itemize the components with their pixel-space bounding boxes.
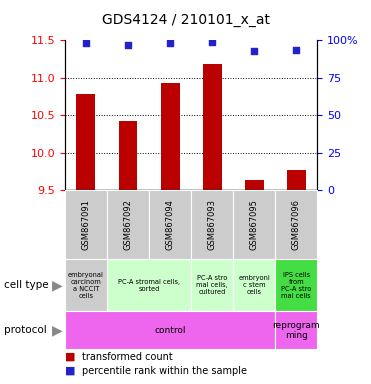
Text: ■: ■ [65, 366, 75, 376]
Point [251, 48, 257, 54]
Text: GSM867096: GSM867096 [292, 199, 301, 250]
Bar [161, 83, 180, 190]
Text: ▶: ▶ [52, 323, 63, 337]
Text: reprogram
ming: reprogram ming [272, 321, 320, 340]
Text: GSM867093: GSM867093 [208, 199, 217, 250]
Text: control: control [154, 326, 186, 335]
Point [293, 47, 299, 53]
Bar [118, 121, 137, 190]
Bar [76, 94, 95, 190]
Text: ■: ■ [65, 352, 75, 362]
Text: cell type: cell type [4, 280, 48, 290]
Text: percentile rank within the sample: percentile rank within the sample [82, 366, 247, 376]
Text: transformed count: transformed count [82, 352, 173, 362]
Text: GSM867095: GSM867095 [250, 199, 259, 250]
Text: PC-A stro
mal cells,
cultured: PC-A stro mal cells, cultured [196, 275, 228, 295]
Text: IPS cells
from
PC-A stro
mal cells: IPS cells from PC-A stro mal cells [281, 271, 311, 299]
Text: GSM867092: GSM867092 [124, 199, 132, 250]
Point [83, 40, 89, 46]
Bar [245, 180, 263, 190]
Text: embryonal
carcinom
a NCCIT
cells: embryonal carcinom a NCCIT cells [68, 271, 104, 299]
Text: GSM867091: GSM867091 [82, 199, 91, 250]
Point [125, 42, 131, 48]
Text: protocol: protocol [4, 325, 46, 335]
Text: ▶: ▶ [52, 278, 63, 292]
Point [209, 39, 215, 45]
Point [167, 40, 173, 46]
Text: GDS4124 / 210101_x_at: GDS4124 / 210101_x_at [102, 13, 269, 27]
Bar [203, 64, 221, 190]
Text: embryoni
c stem
cells: embryoni c stem cells [238, 275, 270, 295]
Text: GSM867094: GSM867094 [165, 199, 174, 250]
Bar [287, 170, 306, 190]
Text: PC-A stromal cells,
sorted: PC-A stromal cells, sorted [118, 279, 180, 291]
